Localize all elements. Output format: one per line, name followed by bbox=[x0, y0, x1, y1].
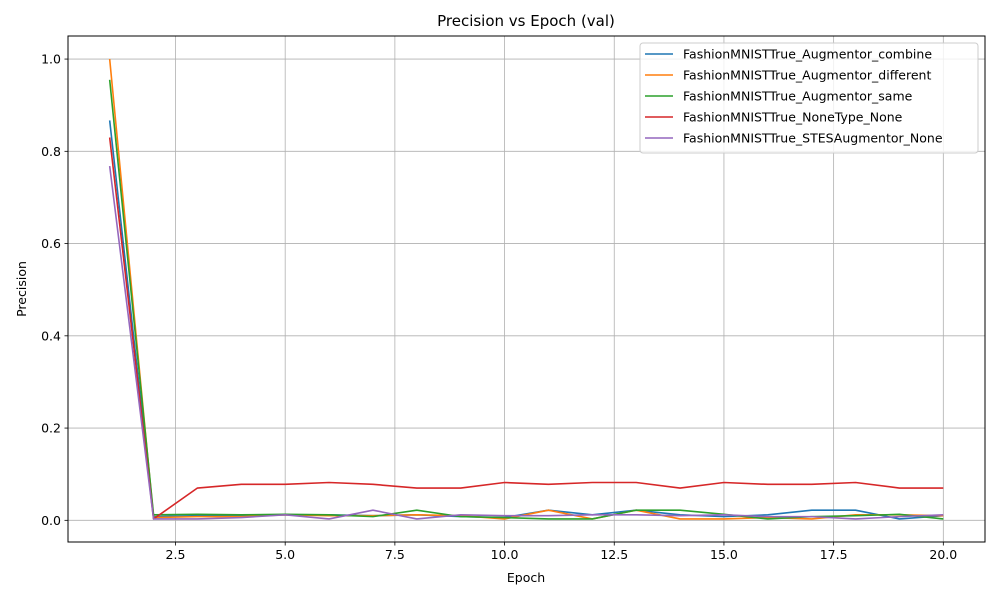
legend-label: FashionMNISTTrue_STESAugmentor_None bbox=[683, 131, 943, 146]
chart-title: Precision vs Epoch (val) bbox=[437, 12, 615, 30]
series-line-5 bbox=[108, 165, 944, 520]
x-axis-ticks: 2.5 5.0 7.5 10.0 12.5 15.0 17.5 20.0 bbox=[166, 542, 957, 562]
y-tick-label: 0.0 bbox=[41, 513, 61, 528]
x-tick-label: 20.0 bbox=[929, 547, 957, 562]
legend: FashionMNISTTrue_Augmentor_combine Fashio… bbox=[639, 42, 979, 154]
y-tick-label: 0.2 bbox=[41, 421, 61, 436]
series-line-4 bbox=[108, 137, 944, 520]
legend-label: FashionMNISTTrue_NoneType_None bbox=[683, 110, 903, 125]
legend-label: FashionMNISTTrue_Augmentor_same bbox=[683, 89, 913, 104]
y-axis-ticks: 0.0 0.2 0.4 0.6 0.8 1.0 bbox=[41, 52, 68, 528]
y-tick-label: 0.6 bbox=[41, 236, 61, 251]
x-tick-label: 5.0 bbox=[275, 547, 295, 562]
legend-label: FashionMNISTTrue_Augmentor_combine bbox=[683, 47, 932, 62]
y-tick-label: 1.0 bbox=[41, 52, 61, 67]
x-tick-label: 2.5 bbox=[166, 547, 186, 562]
x-tick-label: 10.0 bbox=[491, 547, 519, 562]
x-tick-label: 17.5 bbox=[820, 547, 848, 562]
plot-frame bbox=[67, 35, 986, 543]
x-axis-label: Epoch bbox=[507, 570, 545, 585]
x-tick-label: 12.5 bbox=[600, 547, 628, 562]
x-tick-label: 7.5 bbox=[385, 547, 405, 562]
legend-label: FashionMNISTTrue_Augmentor_different bbox=[683, 68, 931, 83]
series-lines bbox=[108, 58, 944, 520]
y-axis-label: Precision bbox=[14, 261, 29, 317]
legend-box bbox=[639, 42, 979, 154]
x-tick-label: 15.0 bbox=[710, 547, 738, 562]
y-tick-label: 0.4 bbox=[41, 328, 61, 343]
y-tick-label: 0.8 bbox=[41, 144, 61, 159]
